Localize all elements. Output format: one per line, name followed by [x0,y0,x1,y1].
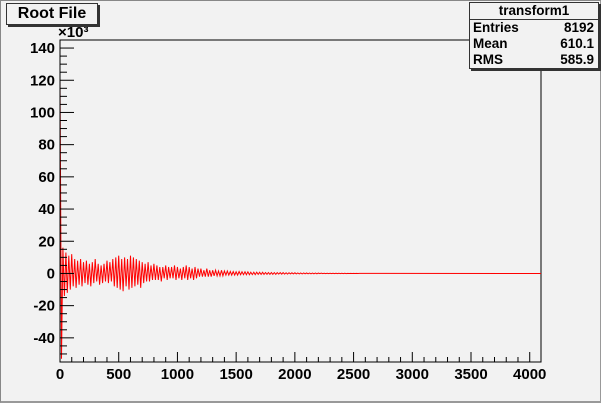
y-tick-label: 0 [47,265,55,282]
x-tick-label: 4000 [513,366,546,383]
x-tick-label: 1000 [161,366,194,383]
stats-histogram-name: transform1 [470,3,598,20]
y-tick-label: 60 [38,169,55,186]
x-tick-label: 3000 [396,366,429,383]
y-tick-label: 120 [30,72,55,89]
stats-value: 8192 [563,20,594,35]
stats-value: 610.1 [560,36,594,51]
y-tick-label: 20 [38,233,55,250]
x-tick-label: 0 [56,366,64,383]
stats-row-mean: Mean 610.1 [470,36,598,52]
stats-row-entries: Entries 8192 [470,20,598,36]
stats-label: Entries [473,20,519,35]
x-tick-label: 500 [106,366,131,383]
stats-label: Mean [473,36,508,51]
x-tick-label: 1500 [219,366,252,383]
x-tick-label: 2500 [337,366,370,383]
data-series-line [59,78,542,359]
title-box[interactable]: Root File [6,3,98,25]
y-tick-label: 140 [30,40,55,57]
x-tick-label: 3500 [454,366,487,383]
stats-label: RMS [473,52,503,67]
y-tick-label: 40 [38,201,55,218]
stats-box[interactable]: transform1 Entries 8192 Mean 610.1 RMS 585.… [469,2,599,69]
stats-row-rms: RMS 585.9 [470,52,598,68]
y-tick-label: -40 [33,330,55,347]
y-multiplier-label: ×10³ [58,24,88,41]
y-tick-label: 80 [38,137,55,154]
y-tick-label: 100 [30,104,55,121]
y-tick-label: -20 [33,298,55,315]
stats-value: 585.9 [560,52,594,67]
x-tick-label: 2000 [278,366,311,383]
plot-frame [59,39,542,363]
